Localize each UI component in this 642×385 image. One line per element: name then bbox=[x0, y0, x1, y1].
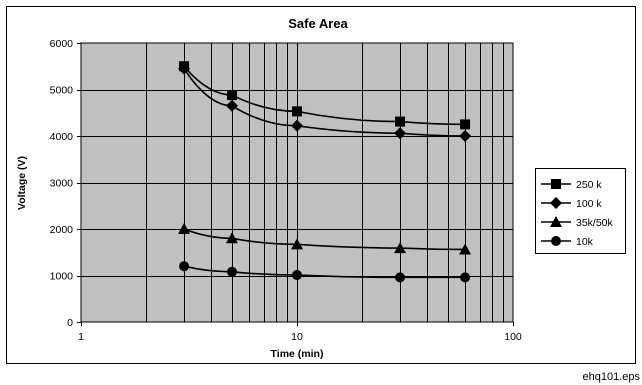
series-10k bbox=[179, 261, 471, 283]
data-point bbox=[459, 130, 472, 142]
y-tick-label: 2000 bbox=[50, 224, 74, 236]
data-point bbox=[459, 243, 472, 255]
x-axis-ticks: 1 10 100 bbox=[78, 322, 522, 343]
data-point bbox=[292, 270, 302, 281]
data-point bbox=[395, 116, 406, 127]
data-point bbox=[292, 106, 302, 117]
legend-label: 100 k bbox=[576, 198, 602, 210]
data-point bbox=[291, 238, 303, 250]
series-100-k bbox=[178, 62, 472, 142]
legend-item: 10k bbox=[541, 236, 594, 248]
y-tick-label: 1000 bbox=[50, 271, 74, 283]
data-point bbox=[225, 232, 238, 244]
figure-caption: ehq101.eps bbox=[582, 371, 641, 383]
series-group bbox=[178, 61, 472, 283]
legend-label: 10k bbox=[576, 236, 594, 248]
chart-title: Safe Area bbox=[288, 16, 348, 31]
x-axis-label: Time (min) bbox=[271, 348, 324, 360]
x-tick-label: 1 bbox=[78, 331, 84, 343]
y-tick-label: 6000 bbox=[50, 38, 74, 50]
data-point bbox=[291, 119, 303, 132]
legend-label: 35k/50k bbox=[576, 217, 614, 229]
y-tick-label: 5000 bbox=[50, 85, 74, 97]
data-point bbox=[394, 242, 407, 254]
y-axis-ticks: 0 1000 2000 3000 4000 5000 6000 bbox=[50, 38, 81, 329]
data-point bbox=[225, 99, 238, 112]
y-tick-label: 0 bbox=[67, 317, 73, 329]
data-point bbox=[460, 272, 471, 283]
legend-marker bbox=[550, 216, 562, 227]
legend: 250 k 100 k 35k/50k 10k bbox=[535, 168, 626, 254]
x-tick-label: 100 bbox=[504, 331, 522, 343]
legend-label: 250 k bbox=[576, 179, 602, 191]
data-point bbox=[178, 223, 191, 234]
data-point bbox=[394, 127, 407, 140]
data-point bbox=[395, 272, 406, 283]
legend-box bbox=[535, 168, 626, 254]
legend-item: 35k/50k bbox=[541, 216, 614, 229]
series-35k-50k bbox=[178, 223, 472, 255]
x-tick-label: 10 bbox=[291, 331, 303, 343]
data-point bbox=[178, 62, 191, 75]
legend-marker bbox=[550, 197, 562, 209]
data-point bbox=[226, 90, 237, 101]
legend-marker bbox=[551, 179, 561, 189]
y-axis-label: Voltage (V) bbox=[16, 156, 28, 210]
legend-marker bbox=[551, 236, 561, 246]
y-tick-label: 4000 bbox=[50, 131, 74, 143]
data-point bbox=[179, 261, 190, 272]
data-point bbox=[460, 119, 471, 130]
data-point bbox=[226, 266, 237, 277]
series-line bbox=[183, 228, 466, 251]
y-tick-label: 3000 bbox=[50, 178, 74, 190]
legend-item: 100 k bbox=[541, 197, 602, 210]
legend-item: 250 k bbox=[541, 179, 602, 191]
